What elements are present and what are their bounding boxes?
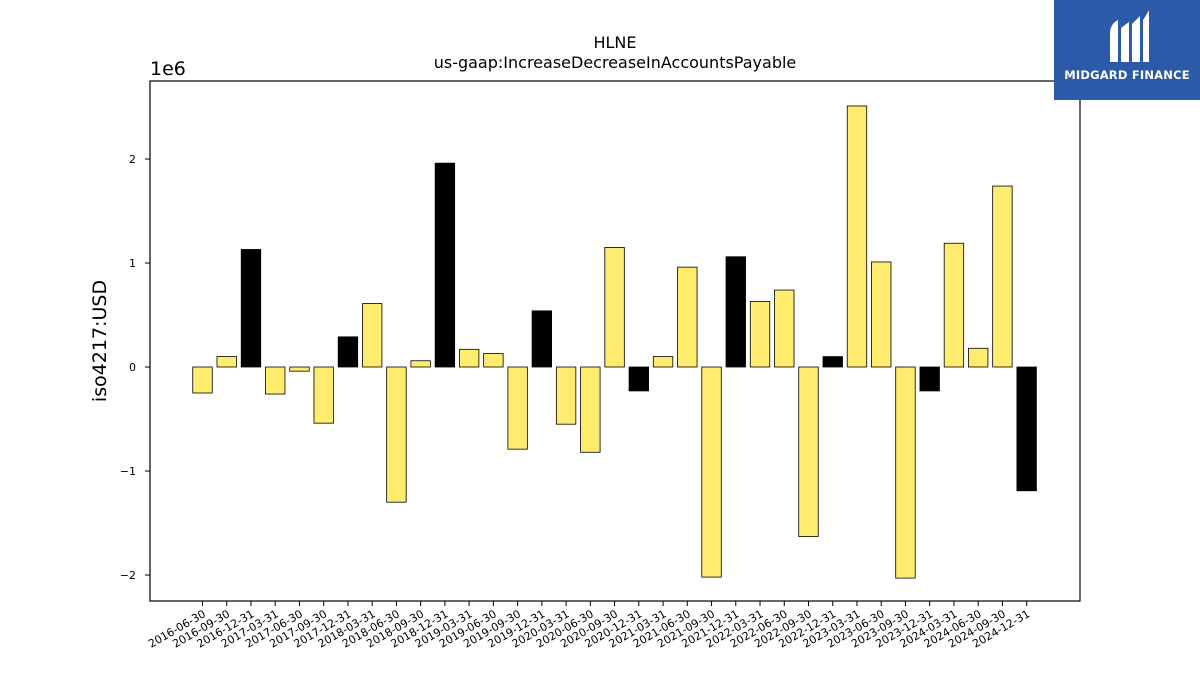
bar-2022-12-31: [822, 356, 843, 368]
y-axis: −2 −1 0 1 2: [120, 153, 150, 582]
bar-2022-09-30: [798, 366, 819, 537]
bar-2023-09-30: [895, 366, 916, 579]
midgard-logo-icon: [1110, 10, 1149, 62]
bar-2019-12-31: [531, 310, 553, 368]
bar-2023-06-30: [871, 261, 892, 368]
bar-2017-03-31: [265, 366, 286, 395]
bar-2016-06-30: [192, 366, 213, 394]
y-multiplier-label: 1e6: [150, 58, 186, 80]
bar-2024-12-31: [1016, 366, 1037, 492]
y-tick-label: −2: [120, 569, 136, 582]
bar-2019-06-30: [483, 353, 504, 368]
bar-2023-12-31: [919, 366, 940, 392]
chart-subtitle: us-gaap:IncreaseDecreaseInAccountsPayabl…: [434, 53, 797, 72]
y-tick-label: 0: [129, 361, 136, 374]
bar-2016-09-30: [216, 356, 237, 368]
bar-2024-03-31: [943, 242, 965, 368]
chart-title: HLNE: [593, 33, 636, 52]
bar-2020-09-30: [604, 246, 625, 368]
y-tick-label: −1: [120, 465, 136, 478]
bar-2018-09-30: [410, 360, 431, 368]
logo: MIDGARD FINANCE: [1054, 0, 1200, 100]
y-tick-label: 2: [129, 153, 136, 166]
bar-2021-12-31: [725, 256, 746, 368]
bar-2020-12-31: [628, 366, 649, 392]
bar-2019-09-30: [507, 366, 528, 450]
bar-2017-12-31: [337, 336, 359, 368]
bar-2018-03-31: [362, 303, 383, 368]
y-axis-label: iso4217:USD: [89, 280, 111, 402]
bar-2018-06-30: [386, 366, 407, 503]
bar-2017-06-30: [289, 366, 310, 372]
bar-2024-06-30: [968, 347, 989, 368]
y-tick-label: 1: [129, 257, 136, 270]
bars: [192, 105, 1037, 579]
logo-text: MIDGARD FINANCE: [1064, 68, 1190, 82]
bar-2021-03-31: [652, 356, 674, 368]
bar-2018-12-31: [434, 162, 456, 368]
bar-2021-09-30: [701, 366, 722, 578]
bar-2023-03-31: [846, 105, 868, 368]
bar-2024-09-30: [992, 185, 1013, 368]
bar-2020-03-31: [555, 366, 577, 425]
x-axis: 2016-06-302016-09-302016-12-312017-03-31…: [146, 601, 1032, 651]
bar-2022-03-31: [749, 301, 771, 368]
bar-2021-06-30: [677, 266, 698, 368]
bar-2016-12-31: [240, 249, 262, 368]
bar-2019-03-31: [458, 348, 480, 368]
bar-2022-06-30: [774, 289, 795, 368]
bar-2017-09-30: [313, 366, 334, 424]
bar-2020-06-30: [580, 366, 601, 453]
